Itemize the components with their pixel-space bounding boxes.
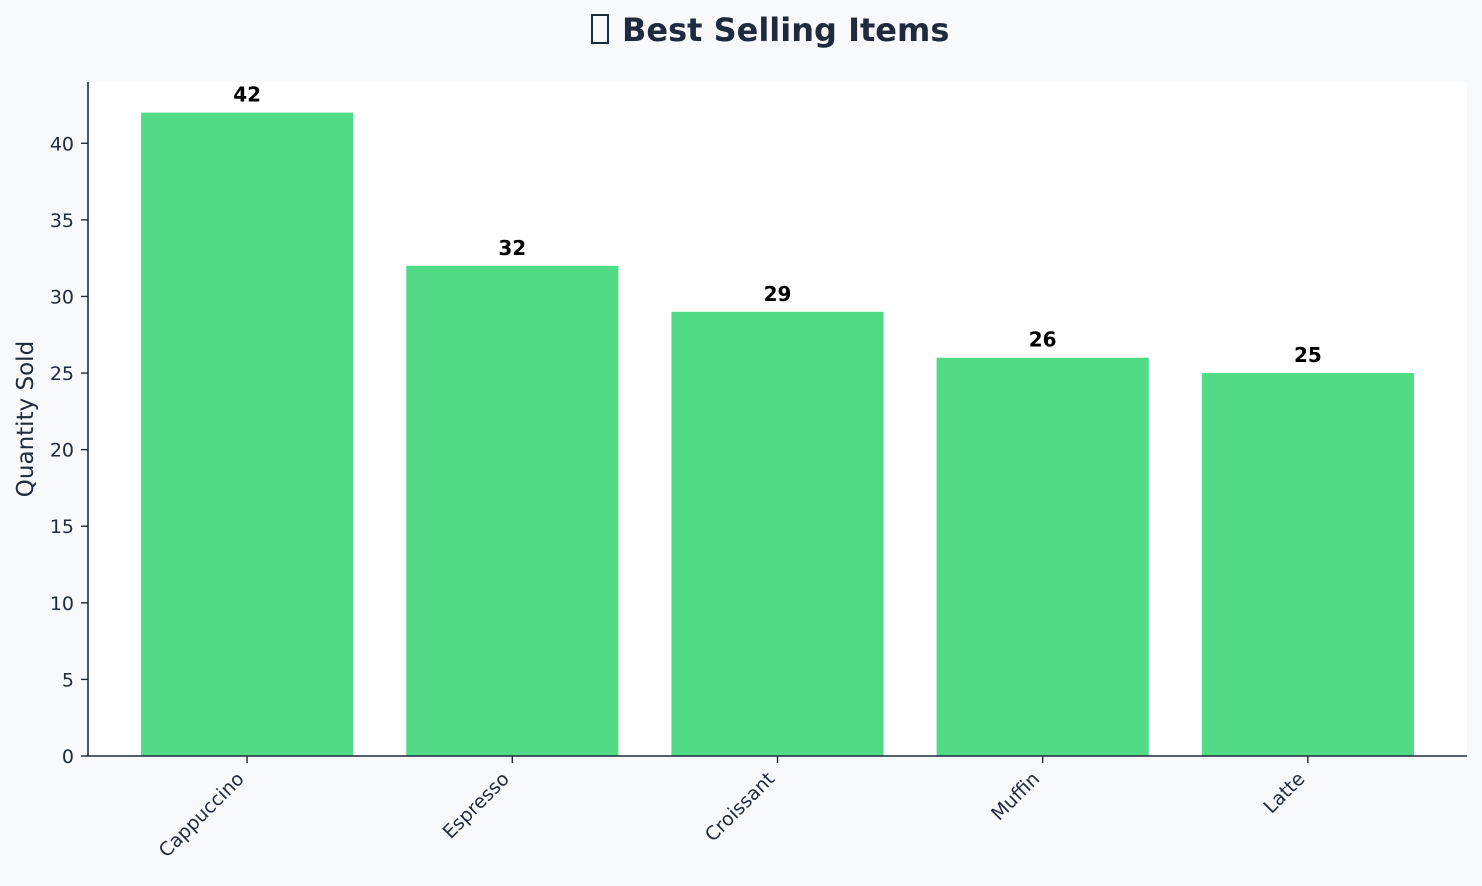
trophy-icon <box>591 14 609 44</box>
value-label-latte: 25 <box>1294 343 1322 367</box>
chart-title-text: Best Selling Items <box>622 11 949 49</box>
value-label-croissant: 29 <box>764 282 792 306</box>
bar-espresso <box>406 265 619 756</box>
y-axis-ticks: 0 5 10 15 20 25 30 35 40 <box>50 133 88 768</box>
bar-cappuccino <box>141 112 354 757</box>
x-axis-ticks: Cappuccino Espresso Croissant Muffin Latte <box>155 756 1309 862</box>
y-axis-label: Quantity Sold <box>13 341 39 497</box>
bar-latte <box>1201 373 1414 756</box>
y-tick-label-35: 35 <box>50 210 74 232</box>
y-tick-label-15: 15 <box>50 516 74 538</box>
y-tick-label-0: 0 <box>62 746 74 768</box>
x-tick-label-espresso: Espresso <box>439 768 514 843</box>
chart-title: Best Selling Items <box>591 11 949 49</box>
value-labels-group: 42 32 29 26 25 <box>233 83 1322 367</box>
x-tick-label-latte: Latte <box>1259 768 1309 818</box>
x-tick-label-croissant: Croissant <box>701 768 779 846</box>
y-tick-label-25: 25 <box>50 363 74 385</box>
y-tick-label-30: 30 <box>50 286 74 308</box>
value-label-cappuccino: 42 <box>233 83 261 107</box>
x-tick-label-muffin: Muffin <box>987 768 1044 825</box>
value-label-muffin: 26 <box>1029 328 1057 352</box>
y-tick-label-20: 20 <box>50 440 74 462</box>
y-tick-label-5: 5 <box>62 669 74 691</box>
bars-group <box>141 112 1414 757</box>
bar-muffin <box>936 357 1149 756</box>
x-tick-label-cappuccino: Cappuccino <box>155 768 249 862</box>
y-tick-label-40: 40 <box>50 133 74 155</box>
y-tick-label-10: 10 <box>50 593 74 615</box>
bar-croissant <box>671 311 884 756</box>
value-label-espresso: 32 <box>498 236 526 260</box>
